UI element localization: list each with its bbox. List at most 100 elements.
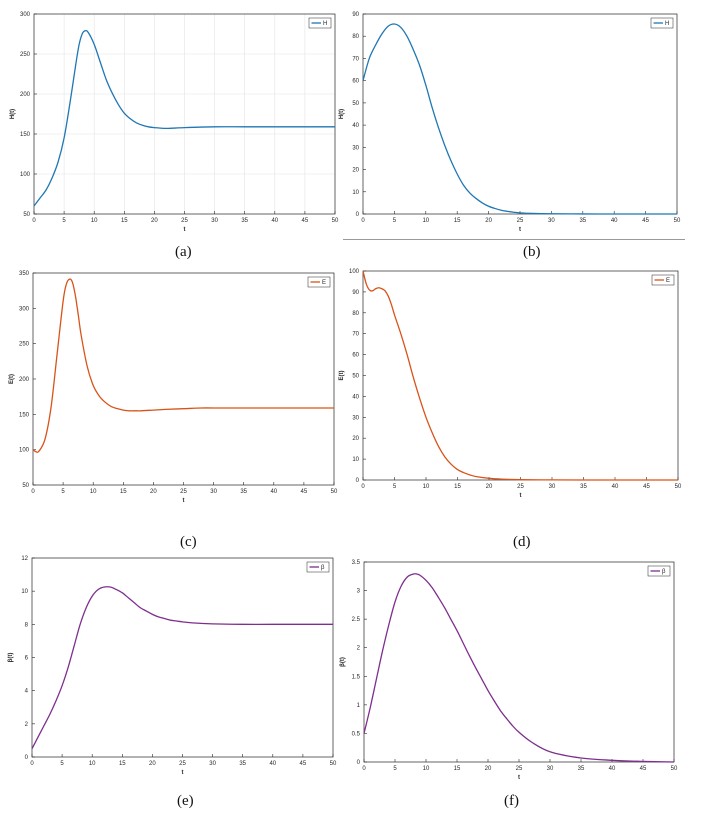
- plot-frame: [32, 272, 335, 486]
- y-tick-label: 50: [352, 374, 359, 380]
- x-tick-label: 10: [423, 484, 430, 490]
- x-tick-label: 25: [179, 761, 186, 767]
- y-tick-label: 1.5: [352, 674, 361, 680]
- y-tick-label: 300: [19, 306, 30, 312]
- y-tick-label: 30: [352, 415, 359, 421]
- x-tick-label: 50: [331, 489, 338, 495]
- x-tick-label: 35: [241, 218, 248, 224]
- x-tick-label: 10: [422, 218, 429, 224]
- x-tick-label: 5: [393, 484, 397, 490]
- x-tick-label: 30: [549, 484, 556, 490]
- x-tick-label: 40: [270, 489, 277, 495]
- chart-d: 0 5 10 15 20 25 30 35 40 45 50 0 10 20 30 40 50 60 70 80 90 1…: [339, 269, 682, 499]
- y-tick-label: 10: [21, 589, 28, 595]
- x-tick-label: 40: [611, 218, 618, 224]
- x-tick-label: 45: [302, 218, 309, 224]
- caption-b: (b): [523, 244, 541, 260]
- y-tick-label: 350: [19, 271, 30, 277]
- y-tick-label: 250: [20, 52, 31, 58]
- x-axis-label: t: [519, 227, 521, 233]
- caption-f: (f): [504, 793, 519, 809]
- caption-a: (a): [175, 244, 192, 260]
- y-tick-label: 90: [352, 12, 359, 18]
- x-tick-label: 15: [454, 218, 461, 224]
- series-line: [363, 573, 675, 763]
- legend: E: [307, 276, 331, 288]
- x-tick-label: 35: [239, 761, 246, 767]
- x-tick-label: 0: [361, 484, 365, 490]
- x-tick-label: 30: [210, 489, 217, 495]
- legend-label: H: [665, 21, 669, 27]
- y-tick-label: 0: [356, 478, 360, 484]
- x-tick-label: 30: [209, 761, 216, 767]
- x-tick-label: 20: [151, 218, 158, 224]
- x-tick-label: 50: [332, 218, 339, 224]
- y-tick-label: 1: [357, 703, 361, 709]
- x-axis-label: t: [182, 770, 184, 776]
- y-tick-label: 40: [352, 394, 359, 400]
- y-tick-label: 50: [23, 212, 30, 218]
- y-tick-label: 0.5: [352, 731, 361, 737]
- caption-d: (d): [513, 534, 531, 550]
- x-axis-label: t: [518, 775, 520, 781]
- x-tick-label: 50: [675, 484, 682, 490]
- y-tick-label: 4: [25, 689, 29, 695]
- x-tick-label: 35: [578, 766, 585, 772]
- chart-e: 0 5 10 15 20 25 30 35 40 45 50 0 2 4 6 8 10 12 t β(t) β: [8, 556, 337, 776]
- y-tick-label: 0: [25, 755, 29, 761]
- x-tick-label: 30: [548, 218, 555, 224]
- legend: E: [651, 274, 675, 286]
- x-tick-label: 25: [517, 218, 524, 224]
- chart-f: 0 5 10 15 20 25 30 35 40 45 50 0 0.5 1 1.5 2 2.5 3 3.5 t β(t…: [340, 560, 678, 781]
- x-tick-label: 40: [609, 766, 616, 772]
- x-tick-label: 5: [62, 218, 66, 224]
- x-axis-label: t: [183, 498, 185, 504]
- y-tick-label: 150: [19, 412, 30, 418]
- x-tick-label: 15: [454, 484, 461, 490]
- caption-e: (e): [177, 793, 194, 809]
- y-tick-label: 2: [357, 646, 361, 652]
- y-axis-label: β(t): [340, 657, 346, 667]
- x-tick-label: 30: [547, 766, 554, 772]
- plot-frame: [362, 270, 679, 481]
- x-tick-label: 20: [150, 489, 157, 495]
- y-tick-label: 100: [20, 172, 31, 178]
- series-line: [362, 270, 678, 481]
- y-tick-label: 0: [356, 212, 360, 218]
- x-tick-label: 40: [271, 218, 278, 224]
- series-line: [33, 29, 335, 207]
- x-tick-label: 0: [30, 761, 34, 767]
- y-tick-label: 300: [20, 12, 31, 18]
- y-tick-label: 100: [349, 269, 360, 275]
- x-axis-label: t: [184, 227, 186, 233]
- y-axis-label: E(t): [9, 374, 15, 384]
- y-tick-label: 90: [352, 290, 359, 296]
- x-tick-label: 20: [486, 484, 493, 490]
- chart-a: 0 5 10 15 20 25 30 35 40 45 50 50 100 150 200 250 300 t H(…: [10, 12, 339, 233]
- x-tick-label: 50: [671, 766, 678, 772]
- x-tick-label: 25: [516, 766, 523, 772]
- y-tick-label: 80: [352, 311, 359, 317]
- separator-line: [343, 239, 685, 240]
- x-tick-label: 45: [300, 761, 307, 767]
- y-tick-label: 60: [352, 79, 359, 85]
- y-axis-label: H(t): [10, 109, 16, 119]
- x-tick-label: 0: [31, 489, 35, 495]
- y-tick-label: 50: [352, 101, 359, 107]
- y-tick-label: 20: [352, 168, 359, 174]
- x-tick-label: 45: [643, 484, 650, 490]
- y-tick-label: 40: [352, 123, 359, 129]
- x-tick-label: 35: [580, 484, 587, 490]
- x-tick-label: 45: [640, 766, 647, 772]
- x-tick-label: 20: [485, 218, 492, 224]
- x-tick-label: 35: [579, 218, 586, 224]
- legend: β: [306, 561, 330, 573]
- legend: β: [647, 565, 671, 577]
- x-tick-label: 25: [517, 484, 524, 490]
- y-tick-label: 70: [352, 56, 359, 62]
- chart-c: 0 5 10 15 20 25 30 35 40 45 50 50 100 150 200 250 300 350…: [9, 271, 338, 504]
- y-tick-label: 80: [352, 34, 359, 40]
- legend-label: β: [321, 565, 325, 571]
- caption-c: (c): [180, 534, 197, 550]
- x-tick-label: 30: [211, 218, 218, 224]
